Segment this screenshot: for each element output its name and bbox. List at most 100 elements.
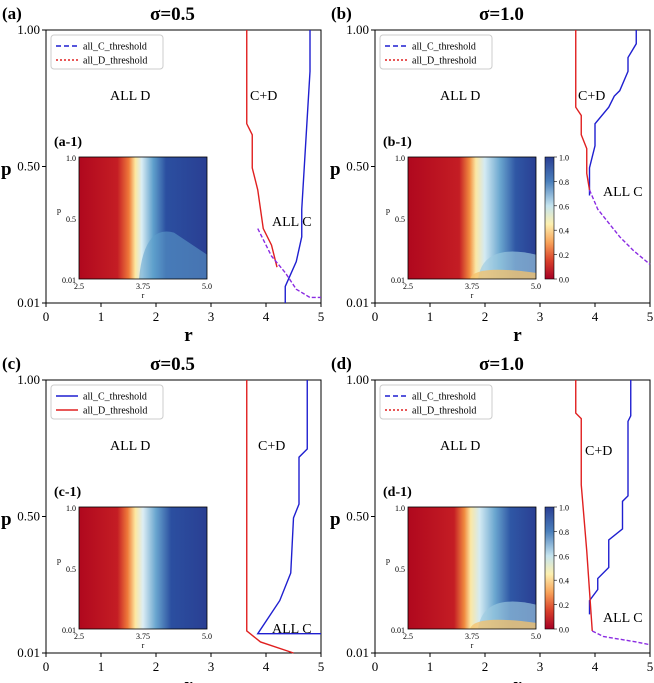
legend-entry: all_C_threshold (412, 392, 476, 403)
panel-c: (c) σ=0.5 0 1 2 3 4 5 0.01 0.50 1.00 r p all_C_thresh… (1, 354, 324, 683)
region-all-d: ALL D (110, 89, 150, 104)
colorbar-tick-label: 0.4 (559, 577, 569, 586)
legend-box (379, 34, 493, 70)
legend-entry: all_C_threshold (412, 42, 476, 53)
y-tick-label: 0.50 (346, 159, 369, 174)
legend: all_C_threshold all_D_threshold (50, 384, 164, 420)
y-axis-label: p (1, 159, 12, 180)
legend: all_C_threshold all_D_threshold (379, 384, 493, 420)
colorbar-tick-label: 0.6 (559, 202, 569, 211)
inset-heatmap: 1.0 0.5 0.012.5 3.75 5.0 r p (57, 504, 212, 650)
inset-x-label: r (471, 291, 474, 300)
legend-box (379, 384, 493, 420)
inset-x-tick: 2.5 (74, 282, 84, 291)
inset-x-tick: 5.0 (531, 632, 541, 641)
x-tick-label: 0 (372, 659, 379, 674)
legend-entry: all_C_threshold (83, 42, 147, 53)
inset-y-tick: 0.5 (66, 565, 76, 574)
panel-b: (b) σ=1.0 0 1 2 3 4 5 0.01 0.50 1.00 r p all_C_thresh… (330, 4, 653, 346)
x-tick-label: 4 (592, 659, 599, 674)
x-tick-label: 3 (208, 309, 215, 324)
legend-entry: all_D_threshold (412, 406, 476, 417)
x-axis-label: r (513, 325, 522, 346)
inset-y-tick: 1.0 (395, 504, 405, 513)
inset-heatmap: 1.0 0.5 0.012.5 3.75 5.0 r p (386, 504, 541, 650)
colorbar: 1.0 0.8 0.6 0.4 0.2 0.0 (544, 154, 569, 285)
panel-d: (d) σ=1.0 0 1 2 3 4 5 0.01 0.50 1.00 r p all_C_thresh… (330, 354, 653, 683)
y-axis-label: p (1, 509, 12, 530)
x-tick-label: 4 (263, 659, 270, 674)
region-all-d: ALL D (440, 89, 480, 104)
series-line-0 (588, 30, 637, 196)
x-tick-label: 5 (647, 309, 654, 324)
heatmap-frame (78, 506, 208, 630)
panel-label: (c) (2, 354, 21, 373)
inset-x-tick: 5.0 (531, 282, 541, 291)
inset-y-label: p (57, 556, 61, 565)
x-tick-label: 5 (318, 309, 325, 324)
x-tick-label: 1 (427, 659, 434, 674)
colorbar-tick-label: 0.0 (559, 626, 569, 635)
y-axis-label: p (330, 159, 341, 180)
series-line-0 (256, 380, 321, 635)
colorbar-tick-label: 0.8 (559, 178, 569, 187)
inset-x-tick: 3.75 (136, 632, 150, 641)
y-axis-label: p (330, 509, 341, 530)
heatmap-contour (470, 269, 536, 279)
colorbar-tick-label: 1.0 (559, 154, 569, 163)
inset-x-tick: 3.75 (136, 282, 150, 291)
inset-heatmap: 1.0 0.5 0.012.5 3.75 5.0 r p (386, 154, 541, 300)
legend-entry: all_D_threshold (83, 406, 147, 417)
legend-box (50, 384, 164, 420)
region-all-c: ALL C (603, 185, 643, 200)
region-all-d: ALL D (110, 439, 150, 454)
x-tick-label: 1 (427, 309, 434, 324)
y-tick-label: 1.00 (346, 22, 369, 37)
inset-x-label: r (471, 641, 474, 650)
panel-label: (a) (2, 4, 22, 23)
x-tick-label: 2 (482, 659, 489, 674)
inset-y-label: p (386, 206, 390, 215)
x-tick-label: 5 (318, 659, 325, 674)
inset-label: (c-1) (54, 485, 82, 500)
y-tick-label: 0.01 (17, 645, 40, 660)
panel-title: σ=1.0 (479, 4, 524, 25)
colorbar-tick-label: 0.0 (559, 276, 569, 285)
series-line-1 (246, 30, 278, 268)
inset-y-tick: 1.0 (66, 154, 76, 163)
region-all-d: ALL D (440, 439, 480, 454)
panel-label: (d) (331, 354, 352, 373)
legend-entry: all_C_threshold (83, 392, 147, 403)
y-tick-label: 1.00 (17, 372, 40, 387)
y-tick-label: 0.01 (17, 295, 40, 310)
inset-y-tick: 1.0 (395, 154, 405, 163)
colorbar-tick-label: 0.2 (559, 251, 569, 260)
colorbar-scale (544, 506, 555, 630)
y-tick-label: 0.50 (17, 159, 40, 174)
series-line-1 (246, 380, 294, 654)
inset-y-tick: 0.5 (395, 565, 405, 574)
inset-x-tick: 2.5 (403, 632, 413, 641)
panel-a: (a) σ=0.5 0 1 2 3 4 5 0.01 0.50 1.00 r p all_C_thresh… (1, 4, 324, 346)
inset-y-tick: 0.5 (395, 215, 405, 224)
inset-x-label: r (142, 641, 145, 650)
colorbar: 1.0 0.8 0.6 0.4 0.2 0.0 (544, 504, 569, 635)
heatmap-field (79, 507, 207, 629)
inset-y-tick: 0.01 (391, 626, 405, 635)
inset-y-tick: 1.0 (66, 504, 76, 513)
legend: all_C_threshold all_D_threshold (379, 34, 493, 70)
y-tick-label: 0.50 (17, 509, 40, 524)
heatmap-frame (78, 156, 208, 280)
colorbar-tick-label: 0.2 (559, 601, 569, 610)
inset-x-tick: 5.0 (202, 282, 212, 291)
x-tick-label: 2 (153, 309, 160, 324)
legend-box (50, 34, 164, 70)
x-tick-label: 4 (592, 309, 599, 324)
legend: all_C_threshold all_D_threshold (50, 34, 164, 70)
panel-label: (b) (331, 4, 352, 23)
inset-x-tick: 2.5 (403, 282, 413, 291)
inset-y-tick: 0.01 (62, 626, 76, 635)
inset-y-label: p (57, 206, 61, 215)
y-tick-label: 0.01 (346, 645, 369, 660)
x-tick-label: 3 (537, 659, 544, 674)
